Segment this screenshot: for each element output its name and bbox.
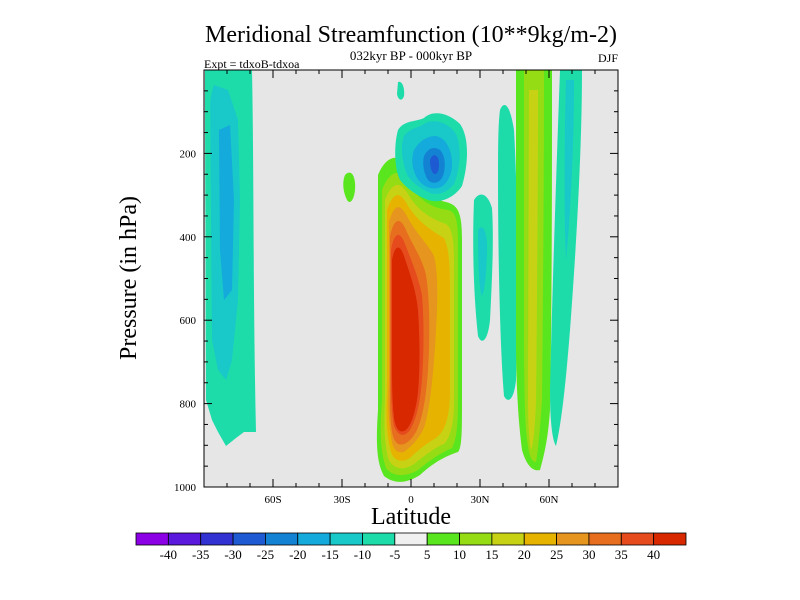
colorbar-swatch xyxy=(362,532,396,546)
colorbar-label: 20 xyxy=(518,547,531,562)
northern-positive-band-core xyxy=(528,90,538,450)
colorbar-label: -10 xyxy=(354,547,371,562)
southern-polar-band-inner xyxy=(219,125,234,300)
colorbar-label: -20 xyxy=(289,547,306,562)
colorbar-swatch xyxy=(135,532,169,546)
northern-midlat-band-1-core xyxy=(478,227,487,296)
northern-polar-band-core xyxy=(564,80,574,260)
colorbar-swatch xyxy=(329,532,363,546)
colorbar-swatch xyxy=(167,532,202,546)
colorbar-swatch xyxy=(620,532,655,546)
colorbar-label: -30 xyxy=(224,547,241,562)
experiment-label: Expt = tdxoB-tdxoa xyxy=(204,57,300,71)
chart-title: Meridional Streamfunction (10**9kg/m-2) xyxy=(205,22,617,48)
colorbar-swatch xyxy=(653,532,687,546)
colorbar-label: -25 xyxy=(257,547,274,562)
colorbar-swatch xyxy=(491,532,525,546)
colorbar-swatch xyxy=(232,532,266,546)
isolated-positive-blob xyxy=(343,172,356,202)
colorbar-label: 35 xyxy=(615,547,628,562)
chart-subtitle: 032kyr BP - 000kyr BP xyxy=(350,48,472,63)
negative-island-left xyxy=(397,81,405,100)
colorbar-label: -15 xyxy=(321,547,338,562)
x-tick-label: 30N xyxy=(471,494,490,506)
colorbar-label: 25 xyxy=(550,547,563,562)
colorbar-label: -40 xyxy=(160,547,177,562)
x-tick-label: 30S xyxy=(333,494,350,506)
y-tick-label: 200 xyxy=(180,148,197,160)
colorbar-swatch xyxy=(588,532,622,546)
tropical-cell-level-40 xyxy=(392,247,420,432)
axis-ticks xyxy=(204,70,618,488)
x-axis-title: Latitude xyxy=(371,504,451,530)
colorbar-label: 5 xyxy=(424,547,431,562)
colorbar-swatch xyxy=(297,532,331,546)
northern-midlat-band-2 xyxy=(498,104,518,400)
y-tick-label: 400 xyxy=(180,232,197,244)
colorbar-swatch xyxy=(394,532,428,546)
colorbar-swatch xyxy=(556,532,590,546)
southern-polar-band-thin xyxy=(205,70,212,360)
colorbar-swatch xyxy=(426,532,460,546)
x-tick-label: 0 xyxy=(408,494,414,506)
y-axis-title: Pressure (in hPa) xyxy=(116,196,142,360)
colorbar-label: -5 xyxy=(389,547,400,562)
colorbar-swatch xyxy=(459,532,493,546)
colorbar-swatch xyxy=(200,532,234,546)
season-label: DJF xyxy=(598,51,618,65)
x-tick-label: 60S xyxy=(264,494,281,506)
axis-tick-labels: 60S 30S 0 30N 60N 200 400 600 800 1000 xyxy=(174,148,559,506)
colorbar-label: 15 xyxy=(485,547,498,562)
colorbar-swatch xyxy=(523,532,557,546)
colorbar-label: -35 xyxy=(192,547,209,562)
colorbar-label: 30 xyxy=(582,547,595,562)
colorbar-swatch xyxy=(265,532,299,546)
x-tick-label: 60N xyxy=(540,494,559,506)
upper-negative-cell-level-25 xyxy=(430,155,440,175)
contour-fills xyxy=(205,70,582,482)
y-tick-label: 600 xyxy=(180,315,197,327)
colorbar-label: 10 xyxy=(453,547,466,562)
colorbar xyxy=(135,532,687,546)
y-tick-label: 1000 xyxy=(174,482,197,494)
colorbar-label: 40 xyxy=(647,547,660,562)
y-tick-label: 800 xyxy=(180,399,197,411)
colorbar-labels: -40 -35 -30 -25 -20 -15 -10 -5 5 10 15 20 25 30 35 40 xyxy=(160,547,660,562)
